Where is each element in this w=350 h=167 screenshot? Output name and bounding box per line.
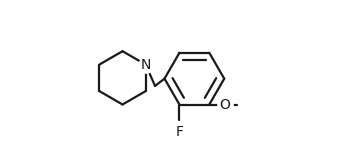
- Text: N: N: [140, 57, 151, 71]
- Text: F: F: [175, 125, 183, 139]
- Text: O: O: [219, 98, 230, 112]
